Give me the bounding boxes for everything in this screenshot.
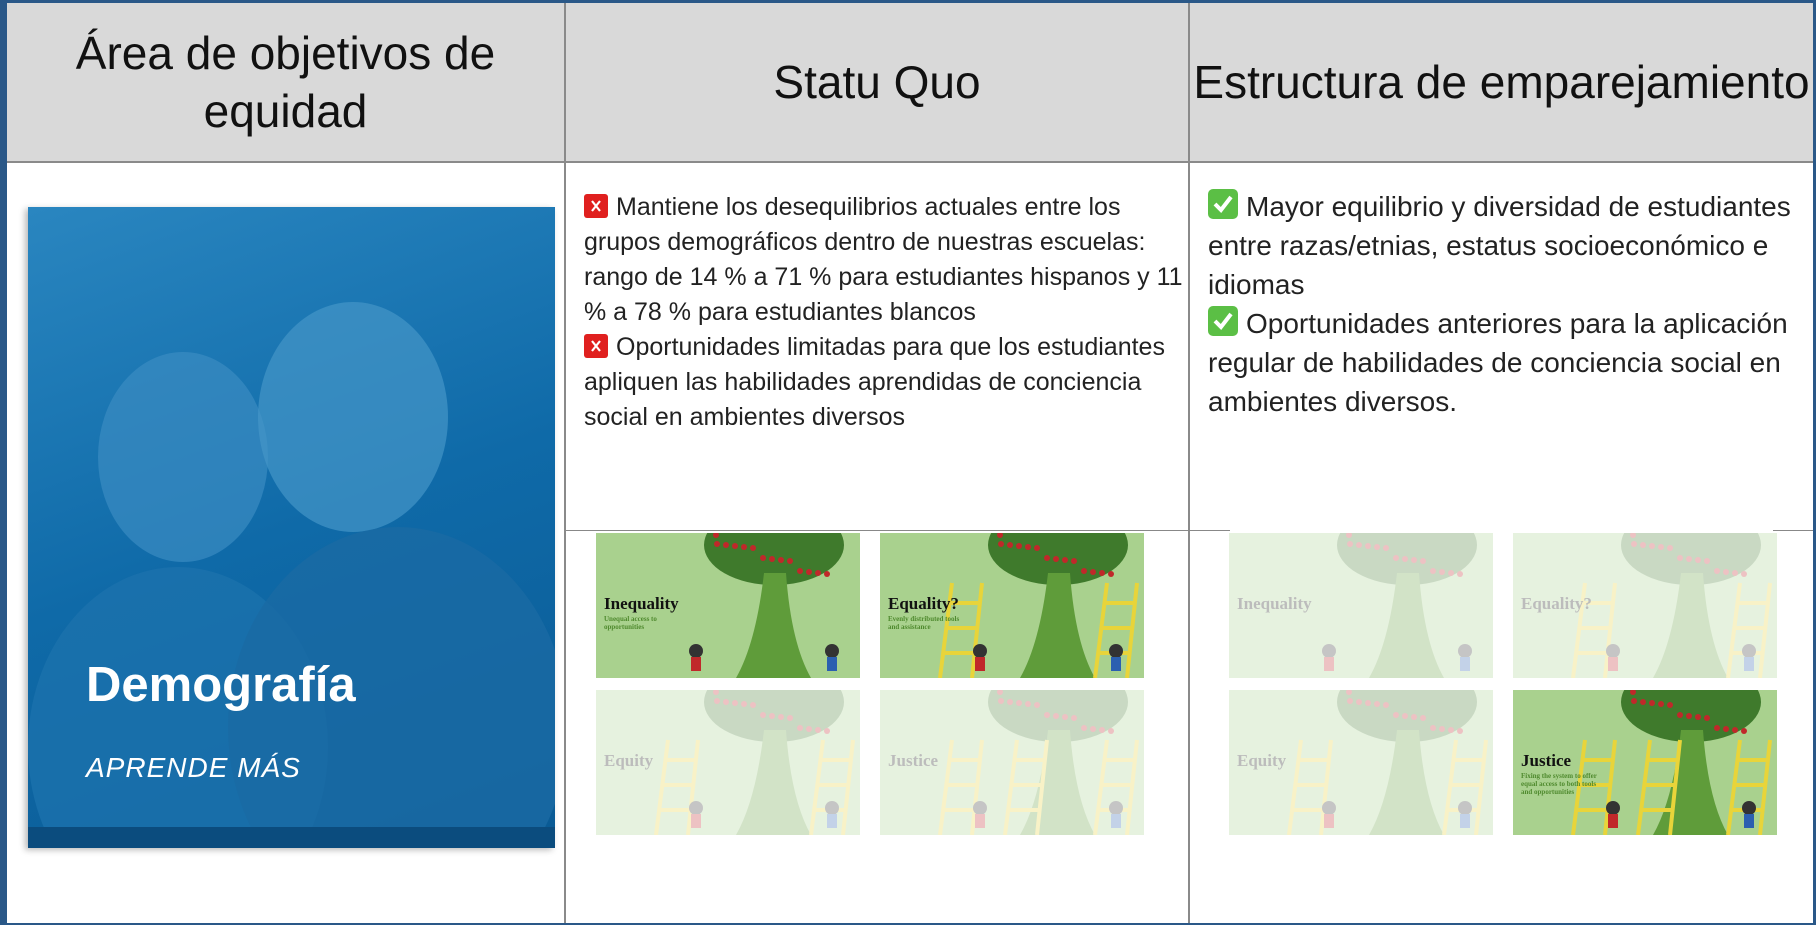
panel-subtitle: Fixing the system to offer equal access … <box>1521 772 1597 796</box>
divider <box>566 530 1228 531</box>
header-text: Statu Quo <box>773 56 981 108</box>
card-subtitle: APRENDE MÁS <box>86 752 301 783</box>
divider <box>1190 530 1230 531</box>
illustration-panel: Equity <box>1229 690 1493 835</box>
column-divider <box>564 3 566 923</box>
check-icon <box>1208 306 1238 336</box>
panel-title: Justice <box>888 751 939 770</box>
status-quo-text: Mantiene los desequilibrios actuales ent… <box>584 190 1184 435</box>
bullet: Oportunidades anteriores para la aplicac… <box>1208 304 1808 421</box>
panel-title: Inequality <box>1237 594 1312 613</box>
illustration-panel: Justice <box>880 690 1144 835</box>
illustration-panel: Inequality Unequal access to opportunitie… <box>596 533 860 678</box>
panel-title: Equity <box>604 751 654 770</box>
column-divider <box>1188 3 1190 923</box>
bullet: Oportunidades limitadas para que los est… <box>584 330 1184 435</box>
table: Área de objetivos de equidad Statu Quo E… <box>7 3 1813 923</box>
panel-title: Equality? <box>888 594 959 613</box>
divider <box>1773 530 1813 531</box>
bullet-text: Mayor equilibrio y diversidad de estudia… <box>1208 191 1791 300</box>
card-photo <box>28 302 555 848</box>
illustration-panel: Equality? Evenly distributed tools and as… <box>880 533 1144 678</box>
illustration-panel: Equality? <box>1513 533 1777 678</box>
panel-title: Justice <box>1521 751 1572 770</box>
card-title: Demografía <box>86 658 356 712</box>
panel-title: Equity <box>1237 751 1287 770</box>
header-text: Área de objetivos de equidad <box>75 27 496 137</box>
bullet-text: Mantiene los desequilibrios actuales ent… <box>584 193 1183 326</box>
bullet: Mayor equilibrio y diversidad de estudia… <box>1208 187 1808 304</box>
header-cell: Área de objetivos de equidad <box>7 3 566 163</box>
cross-icon <box>584 194 608 218</box>
header-cell: Statu Quo <box>566 3 1190 163</box>
panel-title: Inequality <box>604 594 679 613</box>
bullet-text: Oportunidades limitadas para que los est… <box>584 333 1165 431</box>
illustration-panel: Inequality <box>1229 533 1493 678</box>
panel-subtitle: Evenly distributed tools and assistance <box>888 615 960 631</box>
header-text: Estructura de emparejamiento <box>1193 56 1810 108</box>
cross-icon <box>584 334 608 358</box>
header-cell: Estructura de emparejamiento <box>1190 3 1813 163</box>
bullet: Mantiene los desequilibrios actuales ent… <box>584 190 1184 330</box>
bullet-text: Oportunidades anteriores para la aplicac… <box>1208 308 1788 417</box>
panel-title: Equality? <box>1521 594 1592 613</box>
matching-text: Mayor equilibrio y diversidad de estudia… <box>1208 187 1808 421</box>
demographics-card[interactable]: Demografía APRENDE MÁS <box>28 207 555 848</box>
panel-subtitle: Unequal access to opportunities <box>604 615 657 631</box>
illustration-panel: Justice Fixing the system to offer equal … <box>1513 690 1777 835</box>
check-icon <box>1208 189 1238 219</box>
illustration-panel: Equity <box>596 690 860 835</box>
